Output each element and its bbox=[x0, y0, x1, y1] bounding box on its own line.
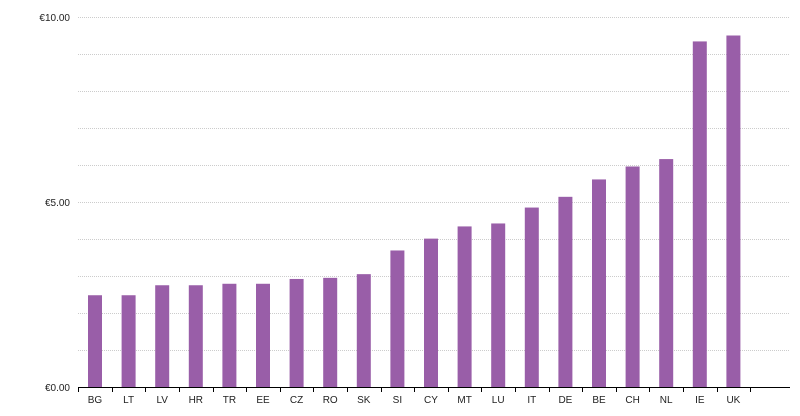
bar-bg bbox=[88, 295, 102, 387]
x-tick-label-tr: TR bbox=[223, 395, 236, 406]
x-tick-labels: BG LT LV HR TR EE CZ RO SK SI CY MT LU IT DE BE CH NL IE UK bbox=[88, 395, 741, 406]
bar-lv bbox=[155, 285, 170, 387]
bar-sk bbox=[356, 274, 371, 387]
bar-ch bbox=[625, 166, 640, 387]
bar-ie bbox=[692, 41, 707, 388]
x-tick-label-sk: SK bbox=[357, 395, 371, 406]
bar-nl bbox=[659, 159, 674, 387]
bar-tr bbox=[222, 283, 237, 387]
bar-hr bbox=[188, 285, 203, 387]
bars bbox=[88, 35, 741, 388]
y-tick-labels: €0.00 €5.00 €10.00 bbox=[39, 13, 70, 394]
x-tick-label-ie: IE bbox=[695, 395, 705, 406]
bar-ro bbox=[323, 277, 338, 387]
bar-be bbox=[592, 179, 606, 387]
y-tick-label: €10.00 bbox=[39, 13, 70, 24]
bar-de bbox=[558, 196, 573, 387]
bar-lt bbox=[121, 295, 136, 387]
y-tick-label: €5.00 bbox=[45, 198, 70, 209]
bar-uk bbox=[726, 35, 741, 387]
x-tick-label-ro: RO bbox=[323, 395, 338, 406]
y-tick-label: €0.00 bbox=[45, 383, 70, 394]
bar-cy bbox=[424, 238, 438, 387]
x-tick-label-ee: EE bbox=[256, 395, 270, 406]
x-tick-label-lt: LT bbox=[123, 395, 134, 406]
x-tick-label-mt: MT bbox=[457, 395, 471, 406]
x-tick-label-cz: CZ bbox=[290, 395, 303, 406]
x-tick-label-ch: CH bbox=[625, 395, 639, 406]
x-tick-label-it: IT bbox=[527, 395, 536, 406]
x-tick-label-lu: LU bbox=[492, 395, 505, 406]
bar-si bbox=[390, 250, 405, 387]
x-tick-label-de: DE bbox=[558, 395, 572, 406]
bar-ee bbox=[256, 283, 270, 387]
x-tick-label-cy: CY bbox=[424, 395, 438, 406]
x-tick-label-hr: HR bbox=[189, 395, 203, 406]
x-tick-label-nl: NL bbox=[660, 395, 673, 406]
axes bbox=[78, 387, 790, 392]
x-tick-label-be: BE bbox=[592, 395, 606, 406]
x-tick-label-lv: LV bbox=[156, 395, 168, 406]
bar-mt bbox=[457, 226, 472, 387]
bar-cz bbox=[289, 278, 304, 387]
x-tick-label-si: SI bbox=[393, 395, 402, 406]
bar-it bbox=[524, 207, 539, 387]
x-tick-label-bg: BG bbox=[88, 395, 103, 406]
x-tick-label-uk: UK bbox=[726, 395, 740, 406]
bar-lu bbox=[491, 223, 506, 387]
